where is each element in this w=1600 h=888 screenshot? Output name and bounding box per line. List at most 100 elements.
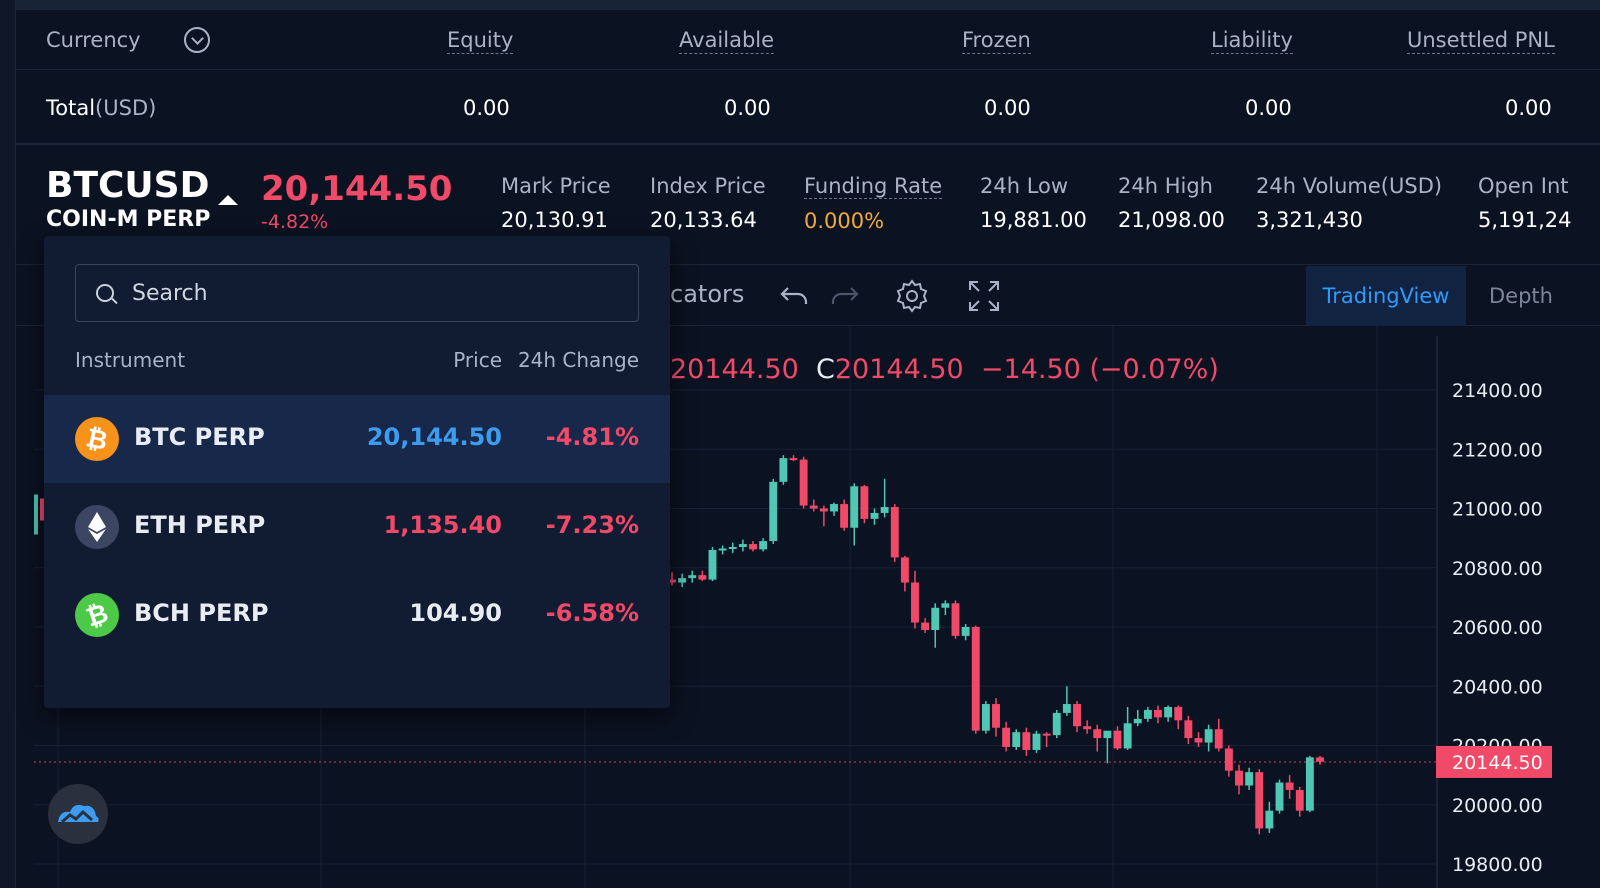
price-axis-tick: 19800.00: [1452, 854, 1543, 876]
stat-value: 20,133.64: [650, 208, 757, 232]
stat-24h-high: 24h High 21,098.00: [1118, 174, 1225, 232]
settings-icon[interactable]: [894, 278, 930, 314]
candle-body: [1002, 727, 1011, 747]
available-header[interactable]: Available: [679, 28, 775, 54]
candle-body: [668, 579, 676, 583]
candle-body: [809, 505, 818, 509]
price-axis-tick: 20400.00: [1452, 676, 1543, 698]
search-box[interactable]: [75, 264, 639, 322]
instrument-change: -4.81%: [545, 423, 639, 451]
instrument-change: -7.23%: [545, 511, 639, 539]
account-summary: Currency Equity Available Frozen Liabili…: [16, 10, 1600, 145]
current-price-tag: [1436, 745, 1552, 778]
candle-body: [749, 544, 757, 550]
stat-open-interest: Open Int 5,191,24: [1478, 174, 1600, 232]
liability-header[interactable]: Liability: [1211, 28, 1293, 54]
candle-body: [931, 607, 940, 630]
stat-value: 3,321,430: [1256, 208, 1363, 232]
candle-body: [1235, 770, 1243, 786]
svg-text:₿: ₿: [83, 598, 112, 633]
instrument-name: BCH PERP: [134, 599, 269, 627]
candle-body: [1133, 718, 1142, 724]
search-icon: [96, 284, 114, 302]
candle-body: [688, 575, 697, 579]
candle-body: [830, 504, 838, 512]
instrument-row-eth[interactable]: ETH PERP 1,135.40 -7.23%: [44, 483, 670, 571]
candle-body: [1073, 704, 1081, 727]
instrument-change: -6.58%: [545, 599, 639, 627]
candle-body: [1113, 730, 1122, 749]
stat-value: 19,881.00: [980, 208, 1087, 232]
redo-icon[interactable]: [827, 278, 863, 314]
candle-body: [992, 704, 1000, 728]
total-unit: (USD): [95, 96, 157, 120]
instrument-symbol[interactable]: BTCUSD: [46, 165, 210, 206]
candle-body: [1052, 712, 1061, 736]
candle-body: [1285, 782, 1294, 790]
candle-body: [1174, 706, 1183, 721]
candle-body: [698, 575, 707, 580]
candle-body: [1062, 704, 1071, 713]
instrument-row-btc[interactable]: ₿ BTC PERP 20,144.50 -4.81%: [44, 395, 670, 483]
ethereum-icon: [75, 505, 119, 549]
candle-body: [981, 704, 990, 731]
instrument-row-bch[interactable]: ₿ BCH PERP 104.90 -6.58%: [44, 571, 670, 659]
fullscreen-icon[interactable]: [966, 278, 1002, 314]
candle-body: [890, 507, 899, 558]
ohlc-legend: 20144.50 C20144.50 −14.50 (−0.07%): [670, 354, 1219, 385]
candle-body: [678, 578, 687, 583]
candle-body: [1154, 709, 1162, 718]
unsettled-pnl-header[interactable]: Unsettled PNL: [1407, 28, 1555, 54]
price-axis-tick: 21000.00: [1452, 499, 1543, 521]
equity-value: 0.00: [463, 96, 510, 120]
price-axis-tick: 21200.00: [1452, 439, 1543, 461]
candle-body: [799, 459, 808, 506]
candle-body: [1245, 772, 1254, 786]
candle-body: [738, 544, 747, 548]
currency-chevron-icon[interactable]: [184, 27, 210, 53]
stat-label: Index Price: [650, 174, 766, 198]
stat-24h-low: 24h Low 19,881.00: [980, 174, 1087, 232]
candle-body: [1194, 738, 1203, 743]
tab-tradingview[interactable]: TradingView: [1306, 266, 1466, 326]
candle-body: [728, 547, 737, 550]
indicators-button[interactable]: cators: [670, 280, 745, 308]
stat-label: 24h Volume(USD): [1256, 174, 1443, 198]
equity-header[interactable]: Equity: [447, 28, 514, 54]
total-text: Total: [46, 96, 96, 120]
candle-body: [1103, 730, 1112, 739]
stat-label: Mark Price: [501, 174, 611, 198]
instrument-dropdown: Instrument Price 24h Change ₿ BTC PERP 2…: [44, 236, 670, 708]
undo-icon[interactable]: [776, 278, 812, 314]
candle-body: [1204, 729, 1213, 743]
candle-body: [1275, 782, 1284, 811]
caret-up-icon[interactable]: [218, 195, 238, 205]
candle-body: [819, 508, 828, 512]
instrument-type[interactable]: COIN-M PERP: [46, 207, 211, 232]
instrument-column-header: Instrument: [75, 348, 186, 372]
total-label: Total(USD): [46, 96, 156, 120]
available-value: 0.00: [724, 96, 771, 120]
candle-body: [921, 622, 930, 630]
candle-body: [1224, 748, 1233, 771]
candle-body: [941, 603, 950, 608]
instrument-price: 1,135.40: [383, 511, 502, 539]
candle-body: [1265, 810, 1274, 829]
candle-body: [1022, 732, 1031, 750]
candle-body: [1123, 723, 1132, 749]
change-column-header: 24h Change: [517, 348, 639, 372]
search-input[interactable]: [132, 275, 612, 311]
candle-body: [1083, 726, 1092, 730]
support-button[interactable]: [48, 784, 108, 844]
tab-depth[interactable]: Depth: [1489, 284, 1553, 308]
stat-index-price: Index Price 20,133.64: [650, 174, 766, 232]
stat-mark-price: Mark Price 20,130.91: [501, 174, 611, 232]
frozen-header[interactable]: Frozen: [962, 28, 1031, 54]
currency-label: Currency: [46, 28, 141, 52]
candle-body: [779, 458, 788, 482]
frozen-value: 0.00: [984, 96, 1031, 120]
stat-label[interactable]: Funding Rate: [804, 174, 943, 199]
candle-body: [40, 498, 46, 521]
candle-body: [759, 541, 768, 550]
ohlc-partial-value: 20144.50: [670, 354, 799, 385]
